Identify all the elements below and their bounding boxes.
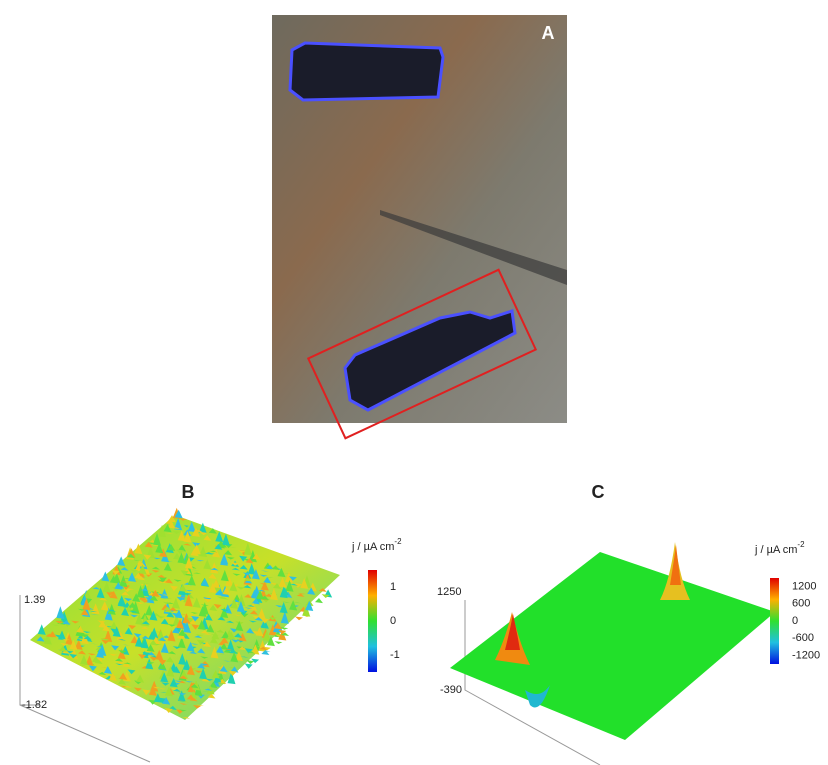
colorbar-tick-label: 1 (390, 581, 396, 593)
electrode-top (290, 43, 443, 100)
colorbar-tick-label: 0 (792, 615, 798, 627)
colorbar-title: j / µA cm-2 (754, 540, 805, 556)
unit-exp: -2 (797, 540, 805, 549)
colorbar-ticks: 1200 600 0 -600 -1200 (792, 581, 820, 662)
z-label: 1.39 (24, 594, 45, 606)
panel-label: A (542, 23, 555, 43)
colorbar-ticks: 1 0 -1 (390, 581, 400, 661)
colorbar-tick-label: 1200 (792, 581, 816, 593)
colorbar-tick-label: -1 (390, 649, 400, 661)
unit: j / µA cm (351, 541, 394, 553)
unit: j / µA cm (754, 544, 797, 556)
texture-facet (315, 598, 323, 603)
colorbar-tick-label: -1200 (792, 649, 820, 661)
surface (450, 552, 775, 740)
colorbar (770, 578, 779, 664)
unit-exp: -2 (394, 537, 402, 546)
panel-label: B (182, 482, 195, 502)
z-label: -390 (440, 684, 462, 696)
colorbar-tick-label: 0 (390, 615, 396, 627)
figure: A B 1.39 -1.82 j / µA cm-2 10-1 C 1250 -… (0, 0, 828, 765)
z-label: -1.82 (22, 699, 47, 711)
colorbar-title: j / µA cm-2 (351, 537, 402, 553)
colorbar-tick-label: -600 (792, 632, 814, 644)
page: A B 1.39 -1.82 j / µA cm-2 10-1 C 1250 -… (0, 0, 828, 765)
texture-facet (245, 663, 253, 668)
z-label: 1250 (437, 586, 461, 598)
colorbar-tick-label: 600 (792, 598, 810, 610)
texture-facet (274, 641, 282, 644)
colorbar (368, 570, 377, 672)
texture-facet (295, 617, 303, 621)
panel-label: C (592, 482, 605, 502)
